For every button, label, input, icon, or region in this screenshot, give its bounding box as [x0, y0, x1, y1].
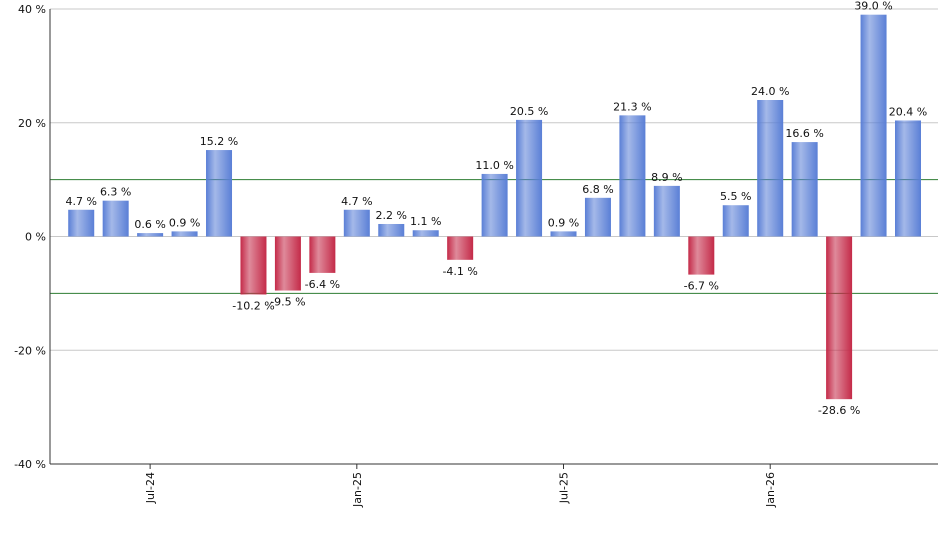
value-label: 2.2 % [376, 209, 407, 222]
value-label: 8.9 % [651, 171, 682, 184]
bar [791, 142, 818, 237]
value-label: 11.0 % [475, 159, 513, 172]
bar [240, 236, 267, 295]
value-label: 15.2 % [200, 135, 238, 148]
bar [584, 197, 611, 237]
value-label: 21.3 % [613, 100, 651, 113]
bar [653, 185, 680, 237]
bar [722, 205, 749, 237]
bar [447, 236, 474, 260]
x-tick-label: Jul-24 [144, 472, 157, 504]
value-label: 6.8 % [582, 183, 613, 196]
value-label: 20.4 % [889, 105, 927, 118]
value-label: 4.7 % [341, 195, 372, 208]
y-tick-label: 20 % [18, 117, 46, 130]
value-label: 6.3 % [100, 186, 131, 199]
bar [137, 233, 164, 237]
x-tick-label: Jul-25 [558, 472, 571, 504]
value-label: -10.2 % [232, 300, 274, 313]
y-tick-label: 40 % [18, 3, 46, 16]
bar [619, 115, 646, 237]
bar [895, 120, 921, 237]
x-tick-label: Jan-26 [764, 472, 777, 508]
bar [412, 230, 439, 237]
y-tick-label: -40 % [14, 458, 46, 471]
y-tick-label: -20 % [14, 344, 46, 357]
value-label: 0.6 % [134, 218, 165, 231]
value-label: 16.6 % [785, 127, 823, 140]
bar [516, 119, 543, 237]
bar [481, 173, 508, 237]
value-label: -9.5 % [270, 296, 305, 309]
value-label: 0.9 % [169, 216, 200, 229]
bar [309, 236, 336, 273]
bar [274, 236, 301, 291]
bar [688, 236, 715, 275]
value-label: 20.5 % [510, 105, 548, 118]
bar [102, 200, 129, 237]
bar [757, 100, 784, 237]
x-tick-label: Jan-25 [351, 472, 364, 508]
value-label: 5.5 % [720, 190, 751, 203]
value-label: 39.0 % [854, 0, 892, 13]
value-label: 4.7 % [65, 195, 96, 208]
value-label: -6.7 % [684, 280, 719, 293]
value-label: -28.6 % [818, 404, 860, 417]
bar [68, 209, 95, 237]
value-label: -6.4 % [305, 278, 340, 291]
y-tick-label: 0 % [25, 231, 46, 244]
value-label: 24.0 % [751, 85, 789, 98]
value-label: 0.9 % [548, 216, 579, 229]
value-label: -4.1 % [442, 265, 477, 278]
bar [171, 231, 198, 237]
bar [206, 150, 233, 237]
bar [550, 231, 577, 237]
bar [860, 14, 887, 237]
bar [826, 236, 853, 400]
value-label: 1.1 % [410, 215, 441, 228]
bar [343, 209, 370, 237]
bar [378, 223, 405, 237]
